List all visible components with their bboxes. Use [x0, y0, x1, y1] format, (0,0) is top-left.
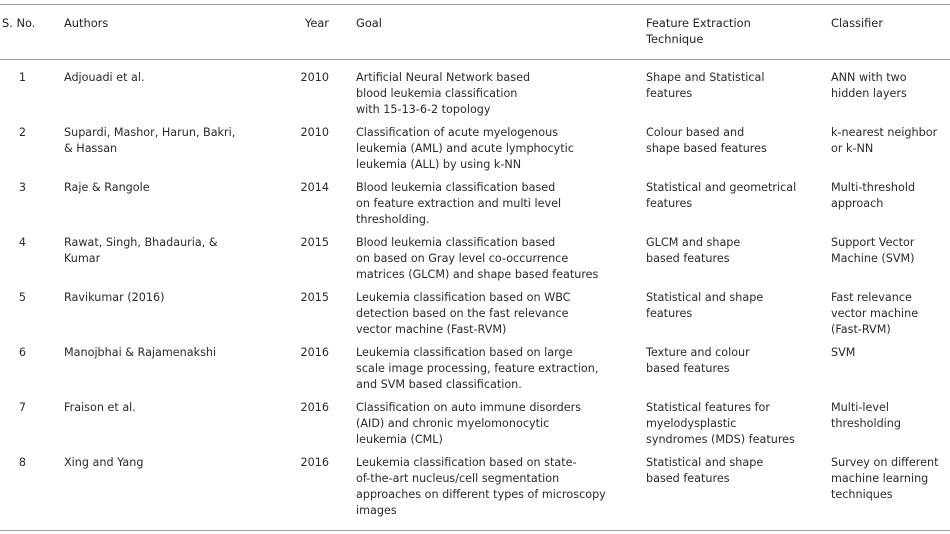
row-7-authors: Fraison et al. — [64, 401, 136, 414]
row-1-classifier: ANN with two hidden layers — [831, 71, 907, 100]
row-4-classifier: Support Vector Machine (SVM) — [831, 236, 915, 265]
row-3-classifier: Multi-threshold approach — [831, 181, 916, 210]
row-1-sno: 1 — [18, 71, 26, 84]
row-5-feature: Statistical and shape features — [646, 291, 764, 320]
row-1-year: 2010 — [300, 71, 329, 84]
row-6-sno: 6 — [18, 346, 26, 359]
row-6-classifier: SVM — [831, 346, 856, 359]
table-top-rule — [0, 4, 950, 5]
row-2-sno: 2 — [18, 126, 26, 139]
row-3-feature: Statistical and geometrical features — [646, 181, 797, 210]
header-bottom-rule — [0, 59, 950, 60]
row-8-feature: Statistical and shape based features — [646, 456, 764, 485]
row-3-goal: Blood leukemia classification based on f… — [356, 181, 562, 226]
row-2-year: 2010 — [300, 126, 329, 139]
row-8-classifier: Survey on different machine learning tec… — [831, 456, 939, 501]
row-4-feature: GLCM and shape based features — [646, 236, 741, 265]
row-3-sno: 3 — [18, 181, 26, 194]
row-1-feature: Shape and Statistical features — [646, 71, 765, 100]
row-3-year: 2014 — [300, 181, 329, 194]
header-sno: S. No. — [2, 16, 36, 30]
row-5-goal: Leukemia classification based on WBC det… — [356, 291, 571, 336]
row-6-authors: Manojbhai & Rajamenakshi — [64, 346, 217, 359]
row-6-goal: Leukemia classification based on large s… — [356, 346, 599, 391]
header-feature-extraction: Feature Extraction Technique — [646, 16, 751, 46]
header-classifier: Classifier — [831, 16, 883, 30]
row-5-sno: 5 — [18, 291, 26, 304]
row-4-sno: 4 — [18, 236, 26, 249]
header-year: Year — [304, 16, 329, 30]
row-7-feature: Statistical features for myelodysplastic… — [646, 401, 795, 446]
row-8-sno: 8 — [18, 456, 26, 469]
row-8-goal: Leukemia classification based on state- … — [356, 456, 606, 517]
row-5-authors: Ravikumar (2016) — [64, 291, 165, 304]
row-5-classifier: Fast relevance vector machine (Fast-RVM) — [831, 291, 919, 336]
row-4-year: 2015 — [300, 236, 329, 249]
row-1-authors: Adjouadi et al. — [64, 71, 145, 84]
row-7-classifier: Multi-level thresholding — [831, 401, 901, 430]
header-authors: Authors — [64, 16, 109, 30]
table-bottom-rule — [0, 530, 950, 531]
row-2-feature: Colour based and shape based features — [646, 126, 767, 155]
header-goal: Goal — [356, 16, 382, 30]
row-5-year: 2015 — [300, 291, 329, 304]
row-6-feature: Texture and colour based features — [646, 346, 750, 375]
row-4-goal: Blood leukemia classification based on b… — [356, 236, 599, 281]
row-2-classifier: k-nearest neighbor or k-NN — [831, 126, 938, 155]
row-2-authors: Supardi, Mashor, Harun, Bakri, & Hassan — [64, 126, 236, 155]
row-6-year: 2016 — [300, 346, 329, 359]
row-7-year: 2016 — [300, 401, 329, 414]
row-7-sno: 7 — [18, 401, 26, 414]
row-8-year: 2016 — [300, 456, 329, 469]
row-3-authors: Raje & Rangole — [64, 181, 150, 194]
row-4-authors: Rawat, Singh, Bhadauria, & Kumar — [64, 236, 218, 265]
row-1-goal: Artificial Neural Network based blood le… — [356, 71, 531, 116]
row-8-authors: Xing and Yang — [64, 456, 144, 469]
row-2-goal: Classification of acute myelogenous leuk… — [356, 126, 574, 171]
row-7-goal: Classification on auto immune disorders … — [356, 401, 582, 446]
